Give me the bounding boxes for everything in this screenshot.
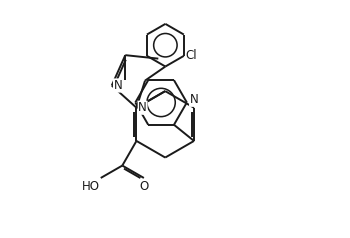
Text: N: N — [190, 93, 198, 106]
Text: Cl: Cl — [186, 49, 197, 62]
Text: HO: HO — [82, 180, 100, 193]
Text: N: N — [113, 79, 122, 92]
Text: N: N — [138, 101, 147, 114]
Text: O: O — [139, 180, 148, 193]
